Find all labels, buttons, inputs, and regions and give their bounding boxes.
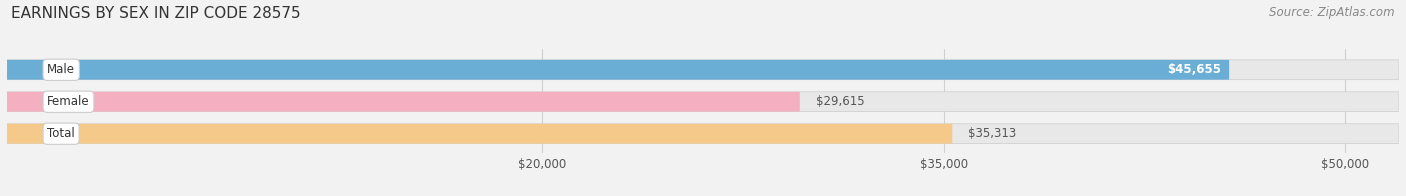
Text: $45,655: $45,655 <box>1167 63 1220 76</box>
Text: $29,615: $29,615 <box>815 95 865 108</box>
Text: Total: Total <box>48 127 75 140</box>
FancyBboxPatch shape <box>7 124 1399 144</box>
Text: Source: ZipAtlas.com: Source: ZipAtlas.com <box>1270 6 1395 19</box>
Text: Female: Female <box>48 95 90 108</box>
Text: Male: Male <box>48 63 75 76</box>
Text: EARNINGS BY SEX IN ZIP CODE 28575: EARNINGS BY SEX IN ZIP CODE 28575 <box>11 6 301 21</box>
FancyBboxPatch shape <box>7 92 800 112</box>
FancyBboxPatch shape <box>7 124 952 144</box>
FancyBboxPatch shape <box>7 60 1229 80</box>
FancyBboxPatch shape <box>7 92 1399 112</box>
Text: $35,313: $35,313 <box>969 127 1017 140</box>
FancyBboxPatch shape <box>7 60 1399 80</box>
